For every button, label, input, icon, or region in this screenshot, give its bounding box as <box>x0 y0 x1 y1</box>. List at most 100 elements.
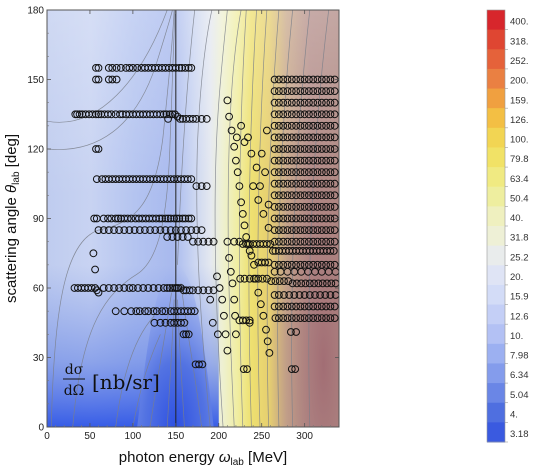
data-point <box>292 110 301 119</box>
data-point <box>322 191 331 200</box>
data-point <box>254 288 263 297</box>
data-point <box>300 98 309 107</box>
data-point <box>317 237 326 246</box>
data-point <box>221 330 230 339</box>
colorbar-swatch <box>487 206 505 227</box>
data-point <box>269 247 277 255</box>
data-point <box>164 115 173 123</box>
data-point <box>254 196 263 204</box>
data-point <box>127 307 136 316</box>
data-point <box>313 237 322 246</box>
data-point <box>322 203 331 211</box>
data-point <box>238 210 247 218</box>
data-point <box>283 191 292 200</box>
colorbar-label: 159. <box>510 95 529 106</box>
data-point <box>296 145 305 153</box>
data-point <box>296 237 305 246</box>
data-point <box>317 145 326 153</box>
data-point <box>283 98 292 107</box>
data-point <box>104 110 112 119</box>
data-point <box>292 179 301 188</box>
data-point <box>326 247 335 255</box>
data-point <box>313 110 322 119</box>
data-point <box>271 314 280 323</box>
data-point <box>228 279 237 288</box>
data-point <box>75 110 84 119</box>
data-point <box>291 365 300 374</box>
data-point <box>300 145 309 153</box>
data-point <box>88 110 97 119</box>
data-point <box>204 237 213 246</box>
data-point <box>270 133 279 142</box>
data-point <box>322 87 331 95</box>
data-point <box>199 286 208 295</box>
data-point <box>305 133 313 142</box>
data-point <box>313 98 322 107</box>
data-point <box>322 121 331 130</box>
colorbar-swatch <box>487 186 505 207</box>
data-point <box>168 284 177 292</box>
data-point <box>322 145 331 153</box>
data-point <box>313 156 322 165</box>
data-point <box>165 110 174 119</box>
data-point <box>322 237 331 246</box>
data-point <box>168 110 177 119</box>
data-point <box>218 295 227 304</box>
data-point <box>287 145 296 153</box>
data-point <box>181 214 190 223</box>
data-point <box>283 110 292 119</box>
data-point <box>256 300 265 309</box>
data-point <box>296 214 305 223</box>
data-point <box>330 226 339 235</box>
data-point <box>292 328 301 336</box>
data-point <box>192 226 201 235</box>
data-point <box>275 226 283 235</box>
data-point <box>275 191 283 200</box>
data-point <box>127 214 136 223</box>
data-point <box>184 330 193 339</box>
data-point <box>300 203 309 211</box>
data-point <box>326 156 335 165</box>
data-point <box>183 175 192 184</box>
data-point <box>183 233 192 241</box>
data-point <box>230 142 239 151</box>
data-point <box>326 191 335 200</box>
data-point <box>270 156 279 165</box>
data-point <box>313 226 322 235</box>
data-point <box>305 145 313 153</box>
data-point <box>295 291 304 299</box>
colorbar-label: 31.8 <box>510 233 529 244</box>
data-point <box>270 87 279 95</box>
data-point <box>120 226 129 235</box>
inset-denominator: dΩ <box>64 383 85 399</box>
colorbar-swatch <box>487 10 505 31</box>
data-point <box>270 214 279 223</box>
data-point <box>285 291 294 299</box>
data-point <box>189 115 197 123</box>
data-point <box>181 64 190 72</box>
contour-line <box>227 10 242 427</box>
data-point <box>330 314 339 323</box>
data-point <box>270 110 279 119</box>
data-point <box>135 226 144 235</box>
data-point <box>313 302 322 311</box>
data-point <box>313 121 322 130</box>
data-point <box>287 226 296 235</box>
data-point <box>326 75 335 84</box>
data-point <box>292 75 301 84</box>
data-point <box>305 191 313 200</box>
data-point <box>275 98 283 107</box>
data-point <box>329 247 338 255</box>
data-point <box>237 121 246 130</box>
data-point <box>275 260 283 269</box>
data-point <box>300 214 309 223</box>
data-point <box>300 168 309 177</box>
data-point <box>239 365 248 374</box>
data-point <box>296 179 305 188</box>
data-point <box>270 237 279 246</box>
data-point <box>202 182 211 191</box>
data-point <box>309 314 318 323</box>
data-point <box>314 279 323 288</box>
data-point <box>125 284 134 292</box>
data-point <box>321 291 330 299</box>
